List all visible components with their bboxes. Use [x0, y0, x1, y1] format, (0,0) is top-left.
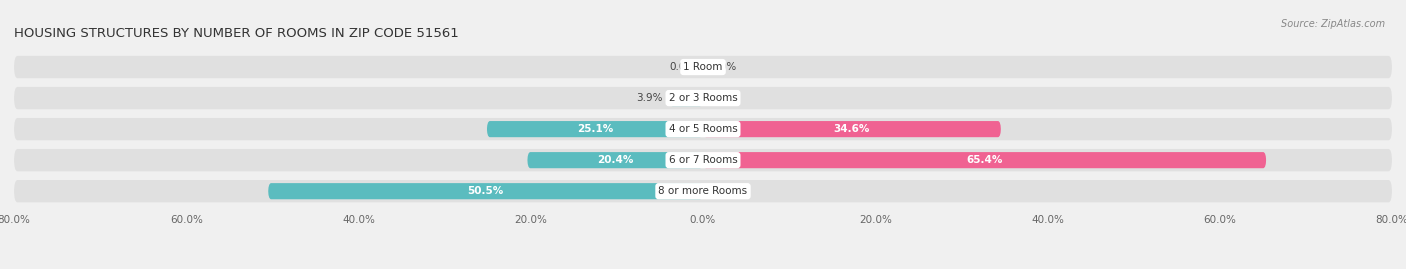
Text: 6 or 7 Rooms: 6 or 7 Rooms [669, 155, 737, 165]
FancyBboxPatch shape [669, 90, 703, 106]
FancyBboxPatch shape [14, 149, 1392, 171]
Text: 34.6%: 34.6% [834, 124, 870, 134]
FancyBboxPatch shape [14, 56, 1392, 78]
Text: HOUSING STRUCTURES BY NUMBER OF ROOMS IN ZIP CODE 51561: HOUSING STRUCTURES BY NUMBER OF ROOMS IN… [14, 27, 458, 40]
Text: 20.4%: 20.4% [598, 155, 633, 165]
Text: 25.1%: 25.1% [576, 124, 613, 134]
Text: 2 or 3 Rooms: 2 or 3 Rooms [669, 93, 737, 103]
FancyBboxPatch shape [527, 152, 703, 168]
Text: 0.0%: 0.0% [710, 62, 737, 72]
Text: 0.0%: 0.0% [669, 62, 696, 72]
Text: Source: ZipAtlas.com: Source: ZipAtlas.com [1281, 19, 1385, 29]
FancyBboxPatch shape [14, 118, 1392, 140]
Text: 65.4%: 65.4% [966, 155, 1002, 165]
FancyBboxPatch shape [269, 183, 703, 199]
FancyBboxPatch shape [486, 121, 703, 137]
Text: 4 or 5 Rooms: 4 or 5 Rooms [669, 124, 737, 134]
FancyBboxPatch shape [14, 180, 1392, 202]
Text: 0.0%: 0.0% [710, 93, 737, 103]
Text: 8 or more Rooms: 8 or more Rooms [658, 186, 748, 196]
Text: 50.5%: 50.5% [467, 186, 503, 196]
Text: 1 Room: 1 Room [683, 62, 723, 72]
Text: 0.0%: 0.0% [710, 186, 737, 196]
FancyBboxPatch shape [703, 152, 1267, 168]
Text: 3.9%: 3.9% [636, 93, 662, 103]
FancyBboxPatch shape [703, 121, 1001, 137]
FancyBboxPatch shape [14, 87, 1392, 109]
